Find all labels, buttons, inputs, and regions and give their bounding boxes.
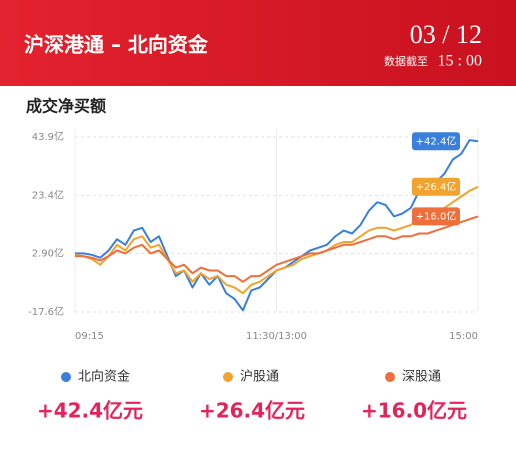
x-tick-label: 15:00 xyxy=(449,331,478,342)
y-tick-label: -17.6亿 xyxy=(28,305,64,318)
end-badge-label: +42.4亿 xyxy=(416,134,457,147)
legend-label: 深股通 xyxy=(402,370,441,385)
end-badge xyxy=(412,207,460,226)
header-date: 03 / 12 xyxy=(410,20,482,49)
total-value: +26.4亿元 xyxy=(199,399,305,423)
header-bg xyxy=(0,0,516,86)
total-value: +42.4亿元 xyxy=(37,399,143,423)
end-badge xyxy=(412,132,460,151)
total-value: +16.0亿元 xyxy=(361,399,467,423)
asof-time: 15 : 00 xyxy=(438,53,482,70)
end-badge-label: +16.0亿 xyxy=(416,209,457,222)
y-tick-label: 43.9亿 xyxy=(32,130,64,143)
legend-dot xyxy=(223,372,233,382)
end-badge xyxy=(412,177,460,196)
legend-label: 沪股通 xyxy=(240,369,279,385)
x-tick-label: 11:30/13:00 xyxy=(246,331,307,342)
legend-dot xyxy=(61,372,71,382)
series-line xyxy=(75,215,479,283)
header-title: 沪深港通 – 北向资金 xyxy=(24,33,209,57)
legend-dot xyxy=(385,372,395,382)
y-tick-label: 2.90亿 xyxy=(32,247,64,260)
end-badge-label: +26.4亿 xyxy=(416,180,457,193)
asof-label: 数据截至 xyxy=(384,54,428,68)
section-title: 成交净买额 xyxy=(26,97,106,116)
x-tick-label: 09:15 xyxy=(75,331,104,342)
legend-label: 北向资金 xyxy=(78,369,130,385)
y-tick-label: 23.4亿 xyxy=(32,188,64,201)
series-line xyxy=(74,185,479,295)
